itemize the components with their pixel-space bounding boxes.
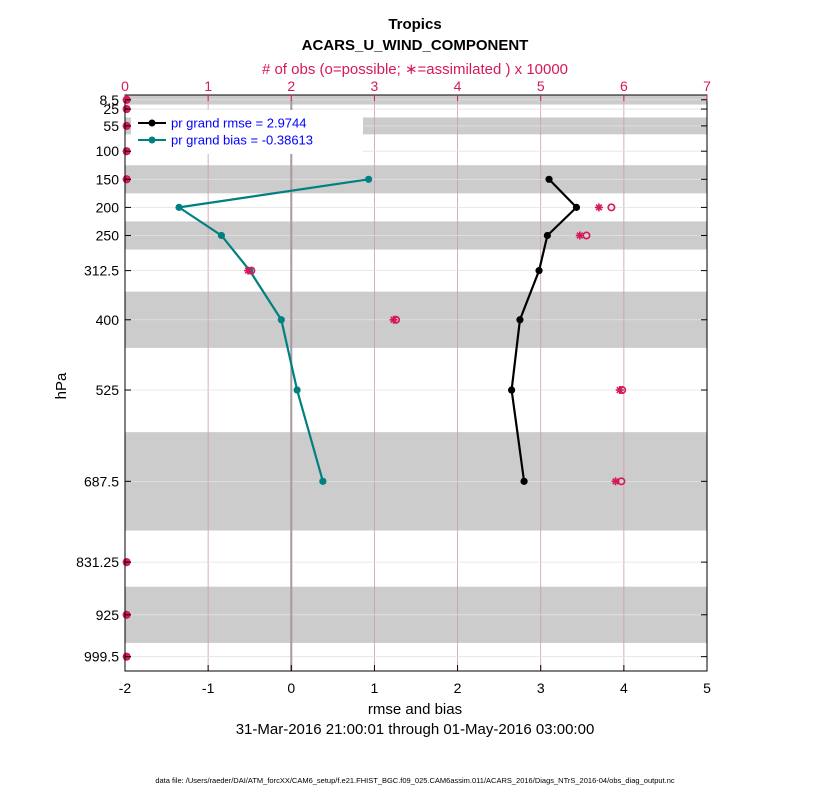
obs-assimilated-marker-10 (611, 477, 620, 486)
obs-possible-marker-5 (607, 203, 616, 212)
y-tick-label-1: 25 (103, 101, 119, 117)
bias-point-4 (277, 316, 285, 324)
y-tick-label-6: 250 (96, 227, 120, 243)
y-tick-label-0: 8.5 (100, 92, 120, 108)
obs-assimilated-marker-9 (615, 386, 624, 395)
x-tick-label-1: -1 (202, 680, 215, 696)
top-tick-label-3: 3 (371, 78, 379, 94)
obs-assimilated-marker-6 (575, 231, 584, 240)
obs-assimilated-marker-5 (594, 203, 603, 212)
x-axis-label: rmse and bias (368, 701, 462, 718)
x-tick-label-3: 1 (371, 680, 379, 696)
chart-title: Tropics (388, 16, 441, 33)
y-tick-label-8: 400 (96, 312, 120, 328)
rmse-point-5 (508, 386, 516, 394)
rmse-point-0 (545, 175, 553, 183)
rmse-point-4 (516, 316, 524, 324)
x-tick-label-4: 2 (454, 680, 462, 696)
x-tick-label-0: -2 (119, 680, 132, 696)
obs-assimilated-marker-7 (244, 266, 253, 275)
obs-assimilated-marker-8 (389, 315, 398, 324)
rmse-point-2 (543, 231, 551, 240)
y-tick-label-4: 150 (96, 171, 120, 187)
top-tick-label-4: 4 (454, 78, 462, 94)
y-tick-label-11: 831.25 (76, 554, 119, 570)
y-tick-label-13: 999.5 (84, 649, 119, 665)
chart-subtitle: ACARS_U_WIND_COMPONENT (302, 37, 529, 54)
bottom-axis-ticks: -2 -1 0 1 2 3 4 5 (119, 665, 711, 696)
x-tick-label-5: 3 (537, 680, 545, 696)
plot-frame (124, 94, 708, 672)
x-tick-label-2: 0 (287, 680, 295, 696)
top-tick-label-0: 0 (121, 78, 129, 94)
bias-point-6 (319, 477, 327, 485)
legend-bias-text: pr grand bias = -0.38613 (171, 133, 313, 148)
y-axis-label: hPa (53, 372, 70, 399)
rmse-point-1 (572, 203, 581, 211)
y-tick-label-7: 312.5 (84, 263, 119, 279)
y-tick-label-12: 925 (96, 607, 120, 623)
y-tick-label-2: 55 (103, 118, 119, 134)
rmse-point-6 (520, 477, 528, 485)
bias-point-1 (175, 203, 183, 211)
legend-box (131, 110, 363, 154)
rmse-point-3 (535, 267, 543, 275)
bias-point-2 (217, 231, 226, 240)
legend-bias-marker (148, 136, 156, 144)
y-tick-label-3: 100 (96, 143, 120, 159)
x-tick-label-6: 4 (620, 680, 628, 696)
legend: pr grand rmse = 2.9744 pr grand bias = -… (131, 110, 363, 154)
top-tick-label-7: 7 (703, 78, 711, 94)
top-tick-label-5: 5 (537, 78, 545, 94)
top-tick-label-6: 6 (620, 78, 628, 94)
top-tick-label-1: 1 (204, 78, 212, 94)
top-axis-ticks: 0 1 2 3 4 5 6 7 (121, 78, 711, 101)
legend-rmse-text: pr grand rmse = 2.9744 (171, 116, 307, 131)
y-tick-label-9: 525 (96, 382, 120, 398)
bias-point-5 (293, 386, 301, 394)
level-bands (125, 95, 707, 643)
y-tick-label-10: 687.5 (84, 473, 119, 489)
date-range: 31-Mar-2016 21:00:01 through 01-May-2016… (236, 721, 595, 738)
y-tick-label-5: 200 (96, 199, 120, 215)
x-tick-label-7: 5 (703, 680, 711, 696)
top-axis-label: # of obs (o=possible; ∗=assimilated ) x … (262, 61, 568, 78)
bias-point-0 (365, 175, 373, 183)
legend-rmse-marker (148, 119, 156, 127)
top-tick-label-2: 2 (287, 78, 295, 94)
data-file-footer: data file: /Users/raeder/DAI/ATM_forcXX/… (155, 776, 675, 785)
